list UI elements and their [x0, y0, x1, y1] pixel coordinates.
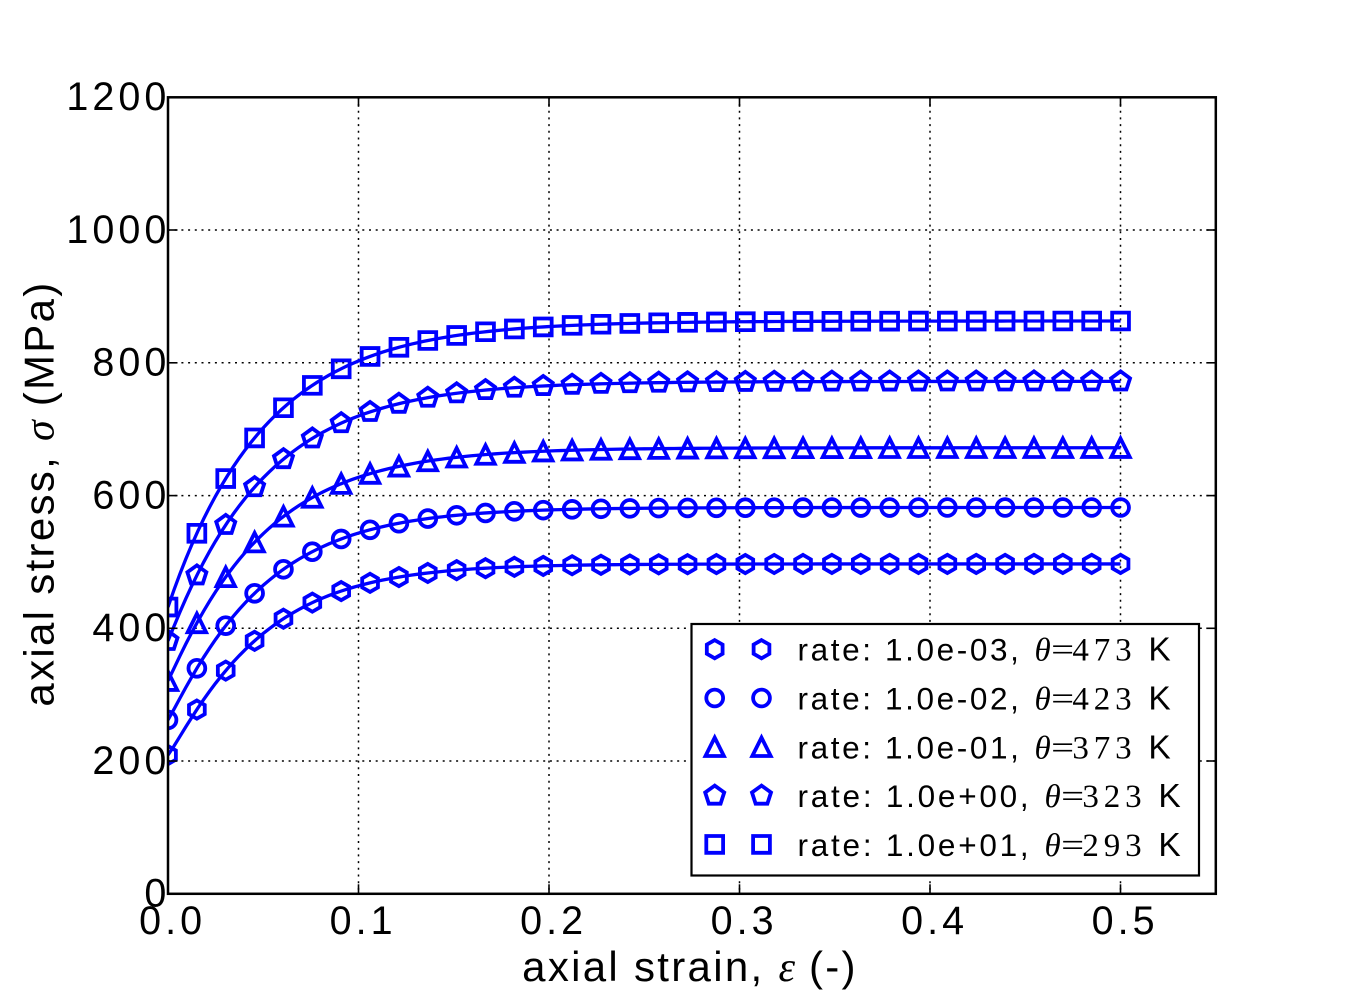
svg-text:0.5: 0.5 [1092, 899, 1159, 943]
svg-text:rate: 1.0e+00,: rate: 1.0e+00, [798, 778, 1032, 814]
svg-text:0.4: 0.4 [901, 899, 968, 943]
svg-text:423: 423 [1072, 682, 1131, 718]
svg-text:600: 600 [92, 473, 170, 517]
svg-text:K: K [1148, 729, 1170, 766]
svg-text:323: 323 [1082, 779, 1141, 815]
svg-text:=: = [1061, 779, 1084, 815]
svg-text:θ: θ [1035, 633, 1051, 669]
svg-text:0.0: 0.0 [139, 899, 206, 943]
svg-text:axial strain, ε (-): axial strain, ε (-) [522, 943, 858, 991]
svg-text:800: 800 [92, 341, 170, 385]
svg-text:=: = [1051, 730, 1074, 766]
svg-text:1200: 1200 [66, 75, 170, 119]
svg-text:θ: θ [1045, 828, 1061, 864]
svg-text:rate: 1.0e+01,: rate: 1.0e+01, [798, 827, 1032, 863]
svg-text:=: = [1061, 828, 1084, 864]
svg-text:θ: θ [1035, 730, 1051, 766]
svg-text:θ: θ [1035, 682, 1051, 718]
svg-text:K: K [1148, 681, 1170, 718]
svg-text:0.1: 0.1 [330, 899, 397, 943]
svg-text:K: K [1158, 778, 1180, 815]
svg-text:473: 473 [1072, 633, 1131, 669]
svg-text:0.2: 0.2 [520, 899, 587, 943]
svg-text:rate: 1.0e-02,: rate: 1.0e-02, [798, 681, 1022, 717]
svg-text:rate: 1.0e-03,: rate: 1.0e-03, [798, 632, 1022, 668]
svg-text:293: 293 [1082, 828, 1141, 864]
svg-text:0: 0 [144, 872, 170, 916]
svg-text:θ: θ [1045, 779, 1061, 815]
svg-text:373: 373 [1072, 730, 1131, 766]
svg-text:axial stress, σ (MPa): axial stress, σ (MPa) [16, 280, 64, 706]
svg-text:=: = [1051, 682, 1074, 718]
svg-text:K: K [1158, 827, 1180, 864]
svg-text:200: 200 [92, 739, 170, 783]
svg-text:1000: 1000 [66, 208, 170, 252]
svg-text:rate: 1.0e-01,: rate: 1.0e-01, [798, 729, 1022, 765]
svg-text:K: K [1148, 632, 1170, 669]
svg-text:=: = [1051, 633, 1074, 669]
svg-text:0.3: 0.3 [711, 899, 778, 943]
svg-text:400: 400 [92, 606, 170, 650]
